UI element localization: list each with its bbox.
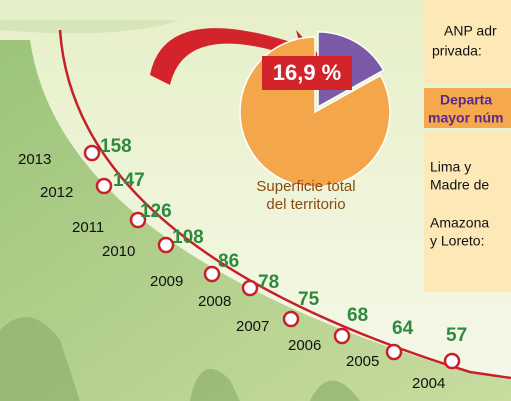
value-label: 108	[172, 227, 204, 248]
sidebar-text: privada:	[432, 43, 482, 59]
timeline-point	[205, 267, 219, 281]
timeline-point	[284, 312, 298, 326]
value-label: 126	[140, 201, 172, 222]
year-label: 2013	[18, 151, 51, 168]
timeline-point	[85, 146, 99, 160]
infographic: 158 2013 147 2012 126 2011 108 2010 86 2009 78 2008…	[0, 0, 511, 401]
timeline-point	[243, 281, 257, 295]
timeline-point	[387, 345, 401, 359]
sidebar-text: Madre de	[430, 177, 489, 193]
value-label: 75	[298, 289, 320, 310]
timeline-point	[97, 179, 111, 193]
sidebar: ANP adr privada: Departa mayor núm Lima …	[424, 0, 511, 292]
sidebar-text: y Loreto:	[430, 233, 484, 249]
year-label: 2004	[412, 375, 445, 392]
value-label: 64	[392, 318, 414, 339]
year-label: 2005	[346, 353, 379, 370]
year-label: 2008	[198, 293, 231, 310]
year-label: 2011	[72, 219, 104, 236]
value-label: 57	[446, 325, 467, 346]
year-label: 2006	[288, 337, 321, 354]
sidebar-header-text: mayor núm	[428, 110, 503, 126]
year-label: 2010	[102, 243, 135, 260]
timeline-point	[159, 238, 173, 252]
value-label: 68	[347, 305, 368, 326]
pie-value-label: 16,9 %	[273, 60, 342, 85]
sidebar-header-text: Departa	[440, 92, 492, 108]
value-label: 86	[218, 251, 239, 272]
sidebar-text: ANP adr	[444, 23, 497, 39]
sidebar-text: Amazona	[430, 215, 489, 231]
timeline-point	[445, 354, 459, 368]
value-label: 78	[258, 272, 279, 293]
value-label: 147	[113, 170, 145, 191]
sidebar-box	[424, 132, 511, 292]
timeline-point	[335, 329, 349, 343]
value-label: 158	[100, 136, 132, 157]
sidebar-text: Lima y	[430, 159, 471, 175]
year-label: 2007	[236, 318, 269, 335]
year-label: 2012	[40, 184, 73, 201]
year-label: 2009	[150, 273, 183, 290]
